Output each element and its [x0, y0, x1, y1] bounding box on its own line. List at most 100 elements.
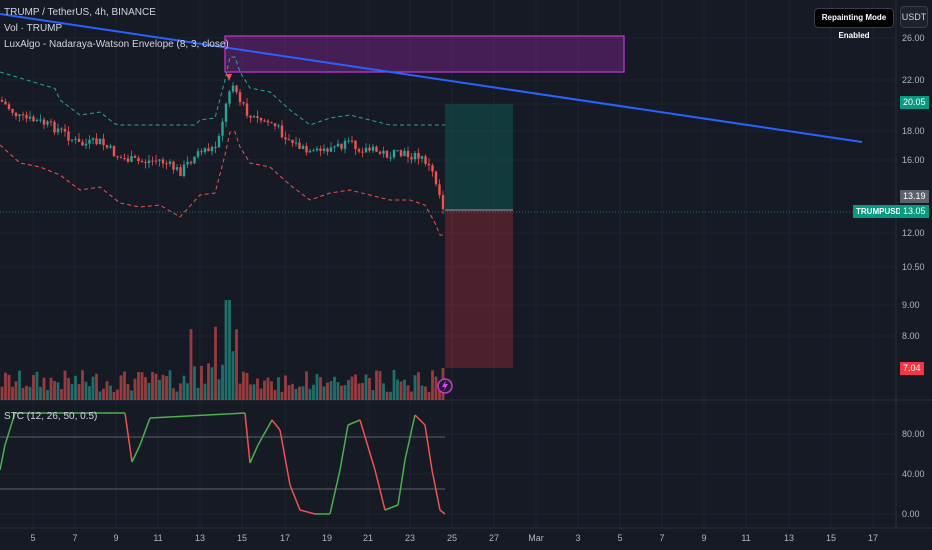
candle-body	[343, 140, 347, 149]
candle-body	[116, 156, 119, 158]
stc-segment	[124, 412, 133, 463]
volume-bar	[154, 373, 158, 400]
candle-body	[175, 167, 179, 170]
candle-body	[287, 139, 291, 141]
volume-bar	[256, 378, 259, 400]
volume-legend[interactable]: Vol · TRUMP	[4, 23, 63, 34]
time-tick-label: 27	[489, 533, 499, 543]
candle-body	[196, 151, 200, 157]
time-tick-label: 9	[113, 533, 118, 543]
volume-bar	[95, 373, 98, 400]
candle-body	[28, 116, 32, 119]
volume-bar	[186, 383, 189, 400]
candle-body	[7, 104, 11, 109]
time-tick-label: 25	[447, 533, 457, 543]
trendline[interactable]	[0, 13, 863, 143]
stc-legend[interactable]: STC (12, 26, 50, 0.5)	[4, 411, 98, 422]
volume-bar	[175, 391, 179, 400]
time-tick-label: 7	[72, 533, 77, 543]
volume-bar	[119, 375, 123, 400]
volume-bar	[130, 390, 133, 400]
volume-bar	[35, 371, 39, 400]
candle-body	[95, 138, 98, 145]
volume-bar	[49, 377, 53, 400]
candle-body	[361, 151, 364, 153]
candle-body	[70, 139, 74, 141]
volume-bar	[0, 386, 4, 400]
time-tick-label: Mar	[528, 533, 544, 543]
volume-bar	[308, 388, 312, 400]
volume-bar	[287, 385, 291, 400]
time-axis[interactable]: 5 7 9 11 13 15 17 19 21 23 25 27 Mar 3 5 7 9 11 13 15 17	[30, 533, 878, 543]
volume-bar	[224, 300, 228, 400]
candle-body	[88, 139, 91, 144]
candle-body	[0, 100, 4, 102]
volume-bar	[333, 376, 336, 400]
volume-bar	[284, 375, 287, 400]
candle-body	[200, 151, 203, 153]
volume-bar	[98, 391, 102, 400]
price-tick-label: 10.50	[902, 262, 925, 272]
stc-segment	[0, 444, 6, 471]
chart-title[interactable]: TRUMP / TetherUS, 4h, BINANCE	[4, 7, 156, 18]
volume-bar	[151, 371, 154, 400]
volume-bar	[434, 376, 438, 400]
position-loss-zone[interactable]	[445, 210, 513, 368]
volume-bar	[88, 386, 91, 400]
candle-body	[427, 163, 431, 166]
stc-segment	[4, 412, 16, 446]
volume-bar	[420, 385, 424, 400]
indicator-legend[interactable]: LuxAlgo - Nadaraya-Watson Envelope (8, 3…	[4, 39, 229, 50]
volume-bar	[67, 377, 70, 400]
candle-body	[413, 152, 417, 160]
time-tick-label: 5	[617, 533, 622, 543]
currency-button[interactable]: USDT	[900, 6, 928, 28]
volume-bar	[382, 383, 385, 400]
candle-body	[270, 122, 273, 124]
volume-bar	[340, 385, 343, 400]
volume-bar	[238, 383, 242, 400]
volume-bar	[347, 379, 350, 400]
position-profit-zone[interactable]	[445, 104, 513, 210]
candle-body	[123, 157, 126, 159]
stc-segment	[359, 419, 376, 471]
volume-bar	[245, 372, 249, 400]
candle-body	[126, 158, 130, 162]
volume-bar	[252, 384, 256, 400]
candle-body	[4, 101, 7, 105]
candle-body	[112, 146, 116, 157]
candle-body	[378, 151, 382, 154]
volume-bar	[168, 370, 172, 400]
candle-body	[39, 119, 42, 121]
stc-axis[interactable]: 80.00 40.00 0.00	[902, 429, 925, 519]
stc-segment	[257, 419, 273, 446]
volume-bar	[368, 378, 371, 400]
price-tick-label: 16.00	[902, 155, 925, 165]
candle-body	[214, 146, 217, 148]
volume-bar	[116, 389, 119, 400]
sell-signal-arrow	[226, 74, 232, 81]
stc-segment	[431, 469, 441, 511]
candle-body	[403, 150, 406, 157]
volume-bar	[70, 384, 74, 400]
price-axis[interactable]: 26.0022.0020.0018.0016.0012.0010.509.008…	[902, 33, 925, 341]
volume-bar	[361, 382, 364, 400]
candle-body	[420, 156, 424, 159]
volume-bar	[413, 375, 417, 400]
volume-bar	[123, 371, 126, 400]
candle-body	[186, 161, 189, 165]
volume-bar	[389, 391, 392, 400]
candle-body	[182, 164, 186, 177]
stc-tick-label: 80.00	[902, 429, 925, 439]
volume-bar	[11, 386, 14, 400]
candle-body	[399, 150, 403, 157]
candle-body	[130, 156, 133, 162]
volume-bar	[161, 374, 165, 400]
supply-zone-box[interactable]	[224, 35, 625, 73]
volume-bar	[228, 300, 231, 400]
volume-bar	[14, 381, 18, 400]
volume-bar	[315, 374, 319, 400]
volume-bar	[371, 390, 375, 400]
volume-bar	[91, 376, 95, 400]
